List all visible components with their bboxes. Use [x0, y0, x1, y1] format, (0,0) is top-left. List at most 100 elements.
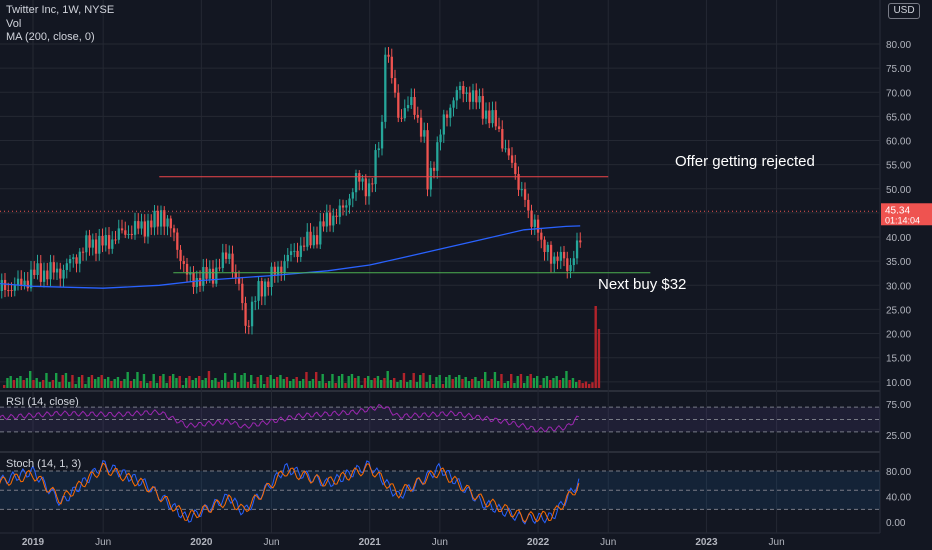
price-candle [442, 114, 445, 135]
price-candle [471, 90, 475, 102]
volume-bar [302, 379, 305, 388]
price-candle [377, 148, 380, 151]
price-candle [254, 300, 257, 302]
volume-bar [263, 384, 266, 388]
price-candle [250, 301, 254, 327]
volume-bar [480, 379, 484, 388]
volume-bar [142, 374, 146, 388]
price-candle [397, 92, 400, 118]
volume-bar [344, 383, 347, 388]
price-candle [29, 269, 33, 289]
price-candle [42, 270, 46, 282]
volume-bar [380, 380, 383, 388]
price-candle [107, 235, 111, 249]
price-candle [13, 285, 16, 291]
volume-bar [71, 375, 74, 388]
volume-bar [451, 379, 454, 388]
volume-bar [211, 380, 214, 388]
price-candle [114, 239, 117, 241]
volume-bar [315, 372, 318, 388]
price-candle [273, 266, 276, 275]
y-tick-label: 20.00 [886, 330, 911, 341]
price-candle [20, 278, 23, 286]
volume-bar [328, 381, 331, 388]
volume-bar [136, 372, 139, 388]
price-candle [7, 290, 10, 292]
volume-bar [64, 373, 68, 388]
volume-bar [295, 377, 298, 388]
x-tick-label: Jun [95, 537, 111, 548]
volume-bar [113, 379, 116, 388]
volume-bar [224, 373, 227, 388]
volume-bar [250, 375, 253, 388]
price-candle [504, 148, 507, 150]
price-candle [208, 268, 211, 279]
ma-label: MA (200, close, 0) [6, 31, 95, 43]
price-candle [169, 218, 172, 229]
price-candle [257, 281, 260, 301]
volume-bar [506, 381, 510, 388]
volume-bar [562, 378, 565, 388]
volume-bar [201, 380, 204, 388]
volume-bar [454, 377, 458, 388]
price-candle [328, 212, 332, 226]
volume-bar [42, 380, 45, 388]
volume-bar [204, 378, 207, 388]
price-candle [494, 110, 497, 127]
price-candle [244, 303, 247, 326]
price-candle [280, 266, 283, 274]
price-candle [182, 261, 185, 264]
price-candle [156, 210, 159, 227]
price-candle [172, 228, 176, 233]
volume-bar [536, 376, 539, 388]
price-candle [309, 231, 312, 246]
volume-bar [519, 374, 523, 388]
price-candle [289, 251, 293, 255]
volume-bar [94, 379, 97, 388]
offer-annotation: Offer getting rejected [675, 153, 815, 170]
volume-bar [386, 371, 389, 388]
y-tick-label: 75.00 [886, 64, 911, 75]
price-candle [111, 239, 114, 249]
price-candle [374, 150, 377, 185]
volume-bar [393, 378, 396, 388]
volume-bar [461, 379, 464, 388]
volume-bar [438, 375, 441, 388]
price-candle [133, 221, 137, 235]
price-candle [345, 205, 348, 208]
price-candle [91, 239, 94, 248]
currency-button[interactable]: USD [888, 3, 920, 19]
volume-bar [48, 382, 51, 388]
volume-bar [133, 379, 136, 388]
price-candle [338, 205, 341, 217]
volume-bar [168, 376, 172, 388]
last-price-value: 45.34 [885, 205, 910, 216]
price-candle [163, 210, 166, 227]
volume-bar [103, 379, 107, 388]
price-candle [293, 250, 296, 252]
volume-bar [233, 373, 237, 388]
price-candle [335, 215, 338, 217]
volume-bar [321, 374, 324, 388]
volume-bar [116, 377, 120, 388]
price-candle [146, 220, 150, 237]
price-candle [150, 220, 153, 228]
volume-bar [337, 376, 341, 388]
volume-bar [175, 378, 178, 388]
rsi-tick-label: 25.00 [886, 431, 911, 442]
price-candle [185, 263, 189, 275]
price-candle [540, 232, 543, 240]
volume-bar [445, 377, 448, 388]
volume-bar [207, 371, 211, 388]
volume-bar [240, 375, 243, 388]
y-tick-label: 10.00 [886, 378, 911, 389]
price-candle [202, 267, 205, 286]
price-candle [566, 258, 569, 272]
price-candle [166, 218, 169, 227]
price-candle [241, 283, 244, 304]
price-candle [497, 126, 501, 129]
volume-bar [45, 373, 48, 388]
price-candle [393, 78, 397, 93]
price-candle [143, 221, 146, 237]
